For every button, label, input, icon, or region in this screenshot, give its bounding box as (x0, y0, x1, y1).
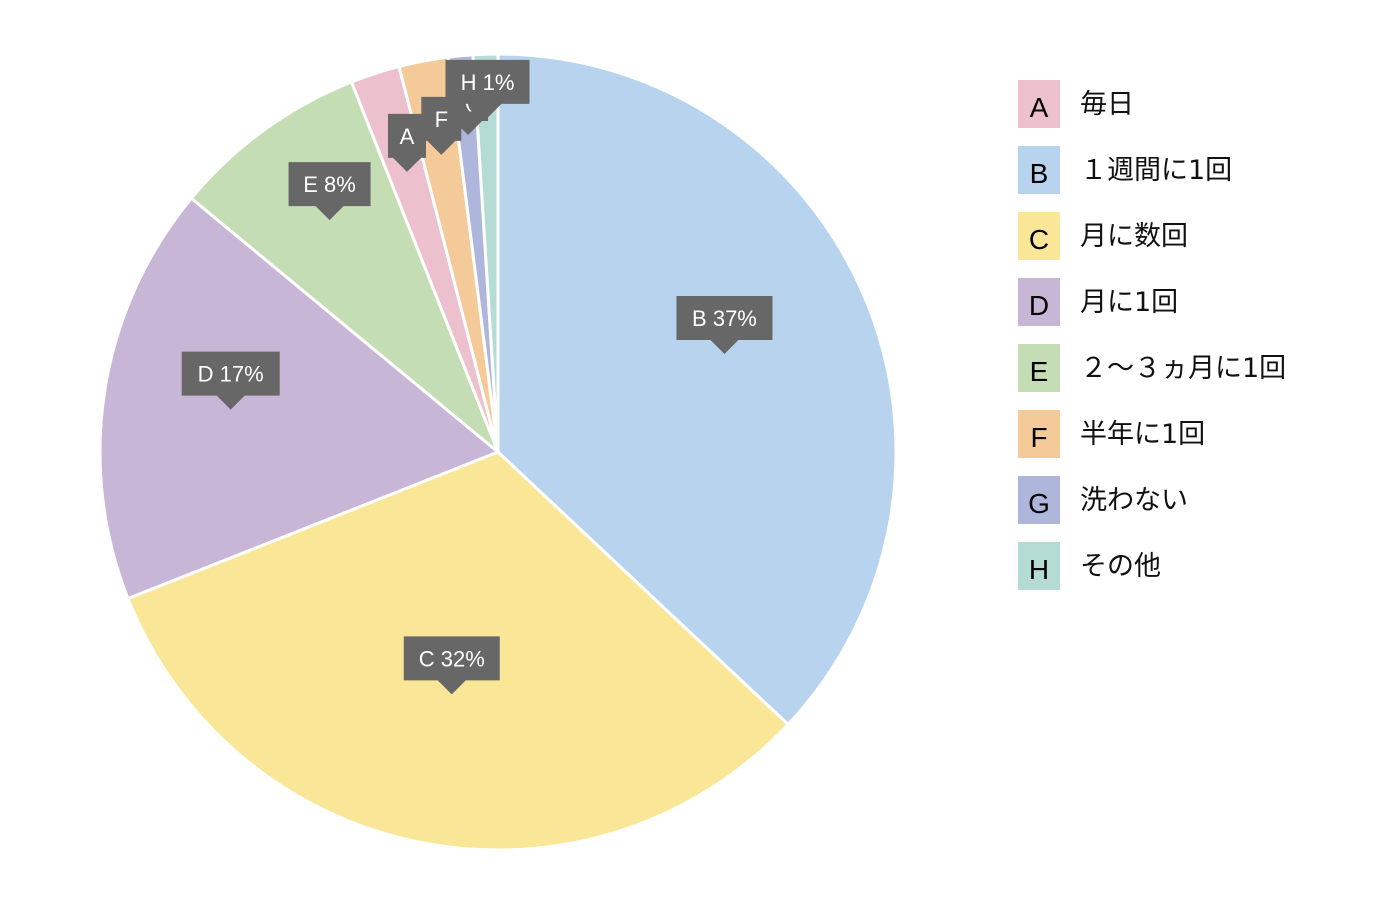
data-label-d: D 17% (181, 351, 280, 410)
legend-label-c: 月に数回 (1080, 221, 1188, 252)
legend-swatch-e: E (1018, 344, 1060, 392)
pie-slice-d (98, 196, 501, 601)
legend-item-b: B １週間に1回 (1018, 146, 1388, 212)
data-label-box-e (288, 162, 371, 221)
legend-item-a: A 毎日 (1018, 80, 1388, 146)
legend-swatch-b: B (1018, 146, 1060, 194)
data-label-e: E 8% (288, 162, 371, 221)
legend-item-g: G 洗わない (1018, 476, 1388, 542)
data-label-h: H 1% (445, 59, 530, 118)
legend-label-g: 洗わない (1080, 485, 1188, 516)
legend-label-b: １週間に1回 (1080, 155, 1233, 186)
data-label-box-b (676, 295, 773, 354)
data-label-text-a: A (400, 124, 415, 149)
legend-swatch-f: F (1018, 410, 1060, 458)
legend-swatch-c: C (1018, 212, 1060, 260)
legend-label-h: その他 (1080, 551, 1161, 582)
pie-slice-b (496, 52, 898, 727)
legend-label-d: 月に1回 (1080, 287, 1179, 318)
legend-swatch-d: D (1018, 278, 1060, 326)
data-label-box-d (181, 351, 280, 410)
data-label-box-a (387, 113, 426, 172)
legend-label-a: 毎日 (1080, 89, 1134, 120)
legend-item-h: H その他 (1018, 542, 1388, 608)
legend-item-c: C 月に数回 (1018, 212, 1388, 278)
legend-swatch-h: H (1018, 542, 1060, 590)
pie-slice-h (471, 52, 500, 453)
data-label-a: A (387, 113, 426, 172)
data-label-b: B 37% (676, 295, 773, 354)
pie-chart: B 37%C 32%D 17%E 8%AF(H 1% (98, 52, 898, 852)
legend: A 毎日 B １週間に1回 C 月に数回 D 月に1回 E ２〜３ヵ月に1回 F… (1018, 80, 1388, 608)
legend-swatch-a: A (1018, 80, 1060, 128)
data-label-text-c: C 32% (419, 646, 485, 671)
pie-slice-e (189, 80, 500, 454)
legend-item-e: E ２〜３ヵ月に1回 (1018, 344, 1388, 410)
legend-swatch-g: G (1018, 476, 1060, 524)
legend-label-e: ２〜３ヵ月に1回 (1080, 353, 1287, 384)
data-label-text-e: E 8% (303, 172, 356, 197)
data-label-text-d: D 17% (198, 362, 264, 387)
data-label-box-h (445, 59, 530, 118)
data-label-text-f: F (435, 107, 448, 132)
legend-item-f: F 半年に1回 (1018, 410, 1388, 476)
data-label-box-c (403, 636, 500, 695)
legend-label-f: 半年に1回 (1080, 419, 1206, 450)
legend-item-d: D 月に1回 (1018, 278, 1388, 344)
data-label-text-h: H 1% (461, 70, 515, 95)
data-label-c: C 32% (403, 636, 500, 695)
data-label-text-b: B 37% (692, 306, 757, 331)
